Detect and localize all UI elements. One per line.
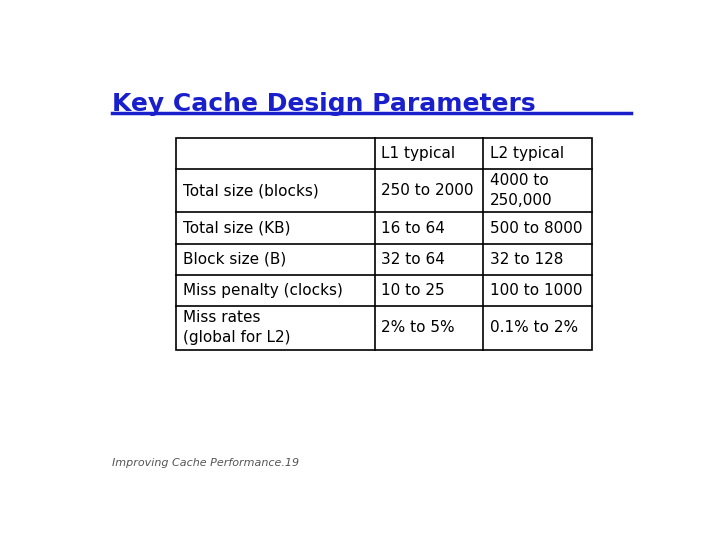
Text: Total size (blocks): Total size (blocks) [183, 183, 319, 198]
Text: 32 to 64: 32 to 64 [382, 252, 445, 267]
Text: 32 to 128: 32 to 128 [490, 252, 564, 267]
Text: L2 typical: L2 typical [490, 146, 564, 161]
Text: 10 to 25: 10 to 25 [382, 283, 445, 298]
Text: Miss rates
(global for L2): Miss rates (global for L2) [183, 310, 291, 345]
Text: 16 to 64: 16 to 64 [382, 220, 445, 235]
Text: 0.1% to 2%: 0.1% to 2% [490, 320, 578, 335]
Text: L1 typical: L1 typical [382, 146, 456, 161]
Text: Total size (KB): Total size (KB) [183, 220, 291, 235]
Text: 100 to 1000: 100 to 1000 [490, 283, 582, 298]
Bar [176, 138, 593, 349]
Text: 250 to 2000: 250 to 2000 [382, 183, 474, 198]
Text: 4000 to
250,000: 4000 to 250,000 [490, 173, 553, 208]
Text: Key Cache Design Parameters: Key Cache Design Parameters [112, 92, 536, 116]
Text: 500 to 8000: 500 to 8000 [490, 220, 582, 235]
Text: Improving Cache Performance.19: Improving Cache Performance.19 [112, 458, 300, 468]
Text: Miss penalty (clocks): Miss penalty (clocks) [183, 283, 343, 298]
Text: 2% to 5%: 2% to 5% [382, 320, 455, 335]
Text: Block size (B): Block size (B) [183, 252, 287, 267]
